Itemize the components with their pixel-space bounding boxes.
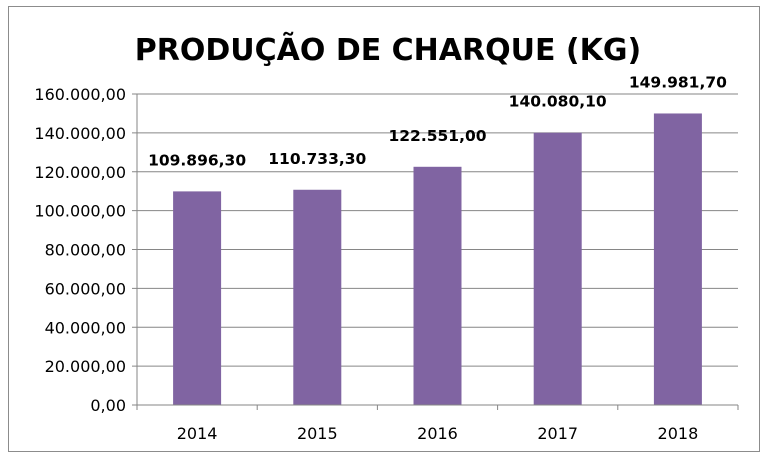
x-tick-label: 2018 <box>658 424 699 443</box>
y-tick-label: 20.000,00 <box>45 357 126 376</box>
data-labels: 109.896,30 110.733,30 122.551,00 140.080,10… <box>148 73 727 169</box>
axes <box>136 94 738 406</box>
x-tick-label: 2016 <box>417 424 458 443</box>
data-label-2015: 110.733,30 <box>268 150 366 168</box>
data-label-2018: 149.981,70 <box>629 73 727 91</box>
data-label-2016: 122.551,00 <box>388 127 486 145</box>
y-tick-label: 80.000,00 <box>45 241 126 260</box>
y-tick-label: 60.000,00 <box>45 279 126 298</box>
y-tick-label: 140.000,00 <box>34 124 126 143</box>
y-tick-label: 160.000,00 <box>34 85 126 104</box>
y-tick-label: 0,00 <box>90 396 126 415</box>
chart-title: PRODUÇÃO DE CHARQUE (KG) <box>135 31 641 68</box>
data-label-2014: 109.896,30 <box>148 151 246 169</box>
bar-2015 <box>293 189 342 405</box>
x-axis-ticks: 2014 2015 2016 2017 2018 <box>136 405 739 443</box>
chart-frame <box>8 6 760 452</box>
x-tick-label: 2014 <box>177 424 218 443</box>
bar-2016 <box>413 166 462 405</box>
gridlines <box>137 93 738 367</box>
bars <box>173 113 702 405</box>
x-tick-label: 2017 <box>537 424 578 443</box>
y-tick-label: 40.000,00 <box>45 318 126 337</box>
y-tick-label: 120.000,00 <box>34 163 126 182</box>
bar-2014 <box>173 191 222 405</box>
data-label-2017: 140.080,10 <box>509 93 607 111</box>
y-tick-label: 100.000,00 <box>34 202 126 221</box>
bar-2018 <box>653 113 702 405</box>
y-axis-ticks: 0,00 20.000,00 40.000,00 60.000,00 80.000,00… <box>34 85 137 415</box>
bar-2017 <box>533 132 582 405</box>
x-tick-label: 2015 <box>297 424 338 443</box>
